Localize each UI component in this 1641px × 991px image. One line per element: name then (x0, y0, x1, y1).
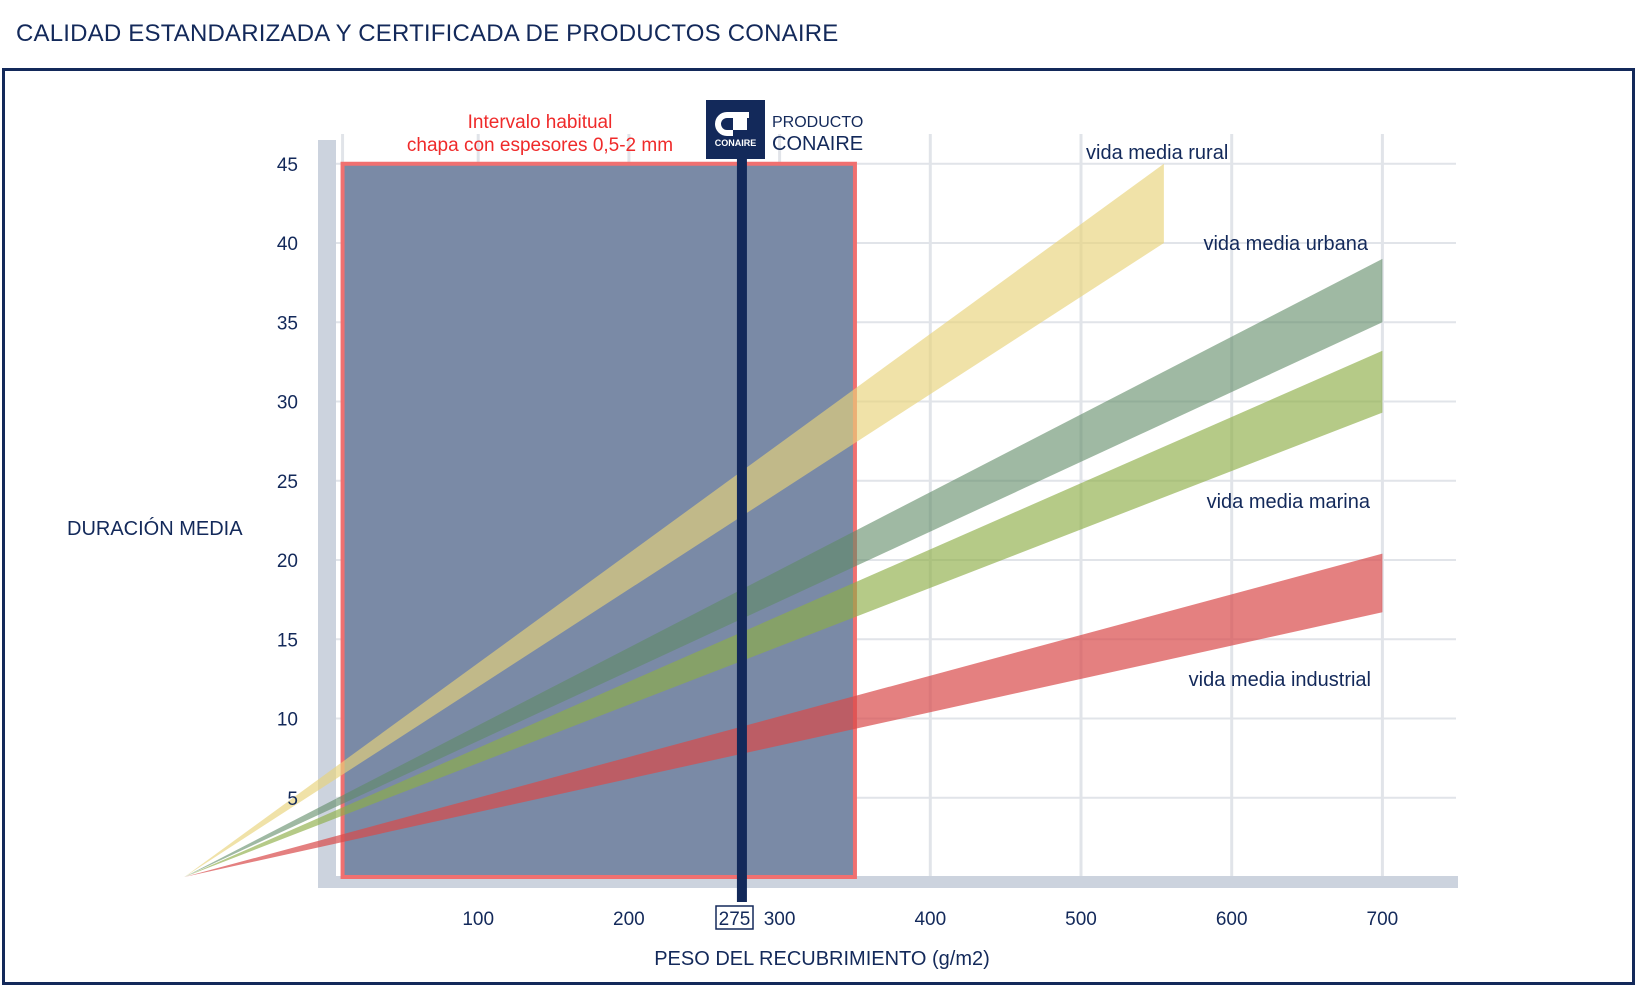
series-label-vida-media-urbana: vida media urbana (1203, 233, 1368, 255)
series-bands (184, 163, 1383, 878)
band-vida-media-rural (184, 163, 1164, 877)
y-tick-30: 30 (277, 393, 298, 414)
conaire-logo-mark-block (733, 118, 747, 130)
product-caption-line2: CONAIRE (772, 133, 863, 155)
y-tick-labels: 5 10 15 20 25 30 35 40 45 (277, 155, 298, 810)
product-marker: CONAIRE PRODUCTO CONAIRE 275 (706, 100, 863, 930)
y-axis-bar (318, 140, 336, 887)
series-label-vida-media-industrial: vida media industrial (1189, 669, 1371, 691)
marker-line (736, 150, 747, 902)
band-vida-media-industrial (184, 553, 1383, 877)
header: CALIDAD ESTANDARIZADA Y CERTIFICADA DE P… (0, 0, 1641, 68)
band-vida-media-urbana (184, 258, 1383, 878)
x-axis-label: PESO DEL RECUBRIMIENTO (g/m2) (654, 948, 990, 970)
y-axis-label: DURACIÓN MEDIA (67, 517, 243, 540)
x-tick-400: 400 (914, 909, 946, 930)
x-tick-300: 300 (764, 909, 796, 930)
y-tick-10: 10 (277, 710, 298, 731)
x-tick-200: 200 (613, 909, 645, 930)
highlight-label-line1: Intervalo habitual (468, 112, 613, 133)
y-tick-40: 40 (277, 234, 298, 255)
product-caption-line1: PRODUCTO (772, 114, 863, 131)
band-vida-media-marina (184, 350, 1383, 877)
x-tick-100: 100 (462, 909, 494, 930)
y-tick-5: 5 (287, 789, 298, 810)
series-labels: vida media rural vida media urbana vida me… (1086, 142, 1371, 691)
marker-value-box (715, 905, 754, 930)
x-tick-600: 600 (1216, 909, 1248, 930)
y-tick-35: 35 (277, 313, 298, 334)
marker-value: 275 (719, 909, 751, 930)
y-tick-45: 45 (277, 155, 298, 176)
series-label-vida-media-marina: vida media marina (1207, 491, 1371, 513)
y-tick-25: 25 (277, 472, 298, 493)
x-tick-700: 700 (1367, 909, 1399, 930)
series-label-vida-media-rural: vida media rural (1086, 142, 1228, 164)
x-tick-labels: 100 200 300 400 500 600 700 (462, 909, 1398, 930)
conaire-logo-text: CONAIRE (715, 138, 757, 148)
x-tick-500: 500 (1065, 909, 1097, 930)
highlight-label-line2: chapa con espesores 0,5-2 mm (407, 135, 673, 156)
page-title: CALIDAD ESTANDARIZADA Y CERTIFICADA DE P… (16, 20, 839, 47)
y-tick-15: 15 (277, 630, 298, 651)
y-tick-20: 20 (277, 551, 298, 572)
